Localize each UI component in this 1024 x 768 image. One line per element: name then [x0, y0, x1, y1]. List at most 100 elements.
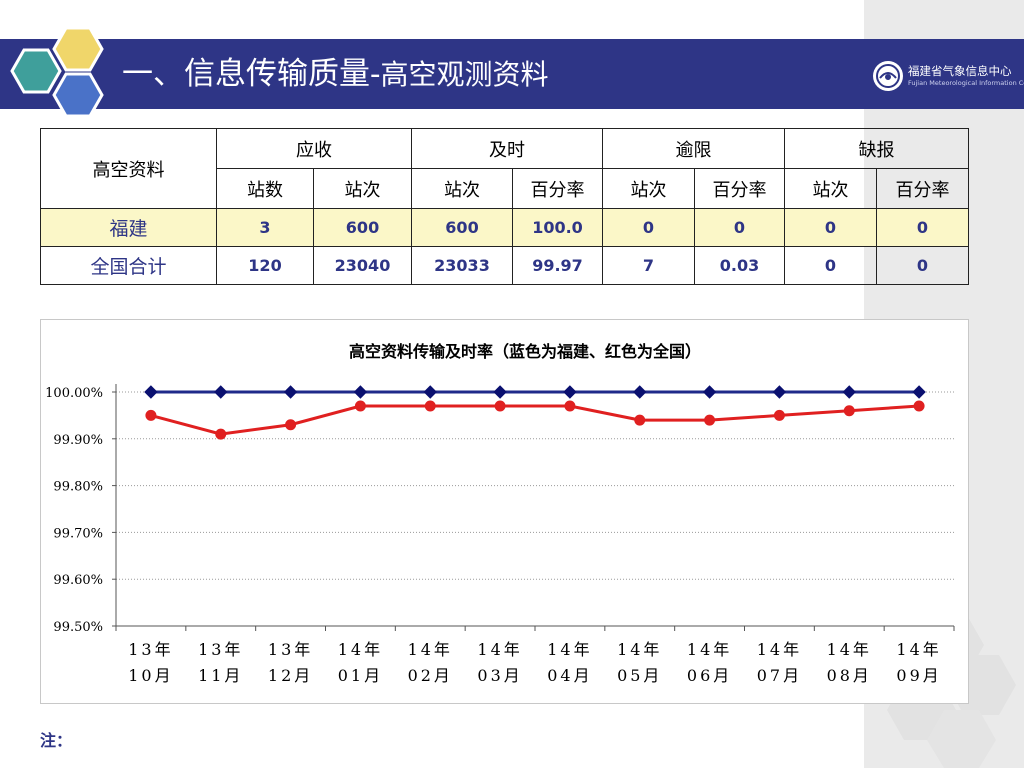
subheader-cell: 站数 — [216, 168, 314, 209]
table-cell: 7 — [602, 246, 695, 285]
table-cell: 23033 — [411, 246, 513, 285]
meteorological-logo-icon — [873, 61, 903, 91]
x-tick-label-year: 14年 — [547, 640, 592, 659]
data-point-national — [913, 400, 925, 412]
x-tick-label-month: 05月 — [617, 666, 662, 685]
table-row-fujian: 福建 3 600 600 100.0 0 0 0 0 — [40, 208, 969, 247]
y-tick-label: 99.90% — [53, 433, 103, 448]
x-tick-label-month: 11月 — [198, 666, 243, 685]
x-tick-label-month: 07月 — [757, 666, 802, 685]
timeliness-line-chart: 高空资料传输及时率（蓝色为福建、红色为全国） 99.50% 99.60% 99.70%… — [40, 319, 969, 704]
y-tick-label: 100.00% — [45, 386, 103, 401]
subheader-cell: 站次 — [411, 168, 513, 209]
data-point-fujian — [912, 385, 926, 399]
subheader-cell: 百分率 — [876, 168, 969, 209]
data-point-national — [704, 414, 716, 426]
table-cell: 0 — [602, 208, 695, 247]
x-tick-label-month: 01月 — [338, 666, 383, 685]
table-cell: 600 — [411, 208, 513, 247]
page-title: 一、信息传输质量-高空观测资料 — [122, 50, 549, 98]
data-point-fujian — [563, 385, 577, 399]
data-point-national — [634, 414, 646, 426]
table-cell: 0 — [876, 208, 969, 247]
y-tick-label: 99.80% — [53, 480, 103, 495]
data-point-fujian — [283, 385, 298, 399]
organization-logo: 福建省气象信息中心 Fujian Meteorological Informat… — [864, 39, 1024, 109]
table-header-row-groups: 高空资料 应收 及时 逾限 缺报 — [40, 128, 969, 209]
data-point-national — [145, 409, 157, 421]
organization-name-cn: 福建省气象信息中心 — [908, 64, 1012, 78]
data-point-national — [354, 400, 366, 412]
chart-canvas: 高空资料传输及时率（蓝色为福建、红色为全国） 99.50% 99.60% 99.70%… — [45, 342, 955, 685]
data-point-fujian — [423, 385, 437, 399]
y-tick-label: 99.70% — [53, 526, 103, 541]
x-tick-label-month: 04月 — [547, 666, 592, 685]
x-tick-label-year: 14年 — [896, 640, 941, 659]
data-point-national — [215, 428, 227, 440]
data-point-fujian — [772, 385, 787, 399]
group-header-received: 应收 — [216, 128, 412, 169]
data-point-national — [424, 400, 436, 412]
x-tick-label-year: 14年 — [617, 640, 662, 659]
data-point-fujian — [702, 385, 717, 399]
table-cell: 600 — [313, 208, 412, 247]
transmission-quality-table: 高空资料 应收 及时 逾限 缺报 站数 站次 站次 百分率 站次 百分率 站次 … — [40, 128, 969, 285]
footer-note: 注： — [40, 731, 73, 750]
organization-name-en: Fujian Meteorological Information Centre — [908, 79, 1024, 87]
table-row-national: 全国合计 120 23040 23033 99.97 7 0.03 0 0 — [40, 246, 969, 285]
table-cell: 0 — [876, 246, 969, 285]
x-tick-label-month: 12月 — [268, 666, 313, 685]
x-tick-label-year: 14年 — [827, 640, 872, 659]
hexagon-logo-icon — [10, 26, 104, 118]
table-cell: 0 — [784, 246, 877, 285]
page-title-main: 一、信息传输质量- — [122, 56, 381, 92]
x-tick-label-month: 06月 — [687, 666, 732, 685]
group-header-missing: 缺报 — [784, 128, 969, 169]
subheader-cell: 站次 — [602, 168, 695, 209]
data-point-fujian — [493, 385, 507, 399]
x-tick-label-year: 13年 — [128, 640, 173, 659]
table-cell: 0.03 — [694, 246, 785, 285]
x-tick-label-month: 08月 — [827, 666, 872, 685]
data-point-national — [494, 400, 506, 412]
data-point-national — [285, 419, 297, 431]
x-tick-label-month: 02月 — [408, 666, 453, 685]
row-label-national: 全国合计 — [40, 246, 217, 285]
table-cell: 120 — [216, 246, 314, 285]
table-cell: 0 — [784, 208, 877, 247]
x-tick-label-year: 14年 — [338, 640, 383, 659]
table-cell: 23040 — [313, 246, 412, 285]
table-cell: 0 — [694, 208, 785, 247]
y-tick-label: 99.60% — [53, 573, 103, 588]
y-tick-label: 99.50% — [53, 620, 103, 635]
x-tick-label-year: 13年 — [198, 640, 243, 659]
x-tick-label-year: 13年 — [268, 640, 313, 659]
chart-title: 高空资料传输及时率（蓝色为福建、红色为全国） — [349, 342, 701, 361]
data-point-national — [843, 405, 855, 417]
title-band — [0, 39, 864, 109]
group-header-overdue: 逾限 — [602, 128, 785, 169]
x-tick-label-month: 09月 — [896, 666, 941, 685]
subheader-cell: 站次 — [313, 168, 412, 209]
group-header-timely: 及时 — [411, 128, 603, 169]
subheader-cell: 站次 — [784, 168, 877, 209]
x-tick-label-year: 14年 — [757, 640, 802, 659]
table-corner-header: 高空资料 — [40, 128, 217, 209]
x-tick-label-month: 03月 — [477, 666, 522, 685]
table-cell: 3 — [216, 208, 314, 247]
series-line-national — [150, 404, 920, 436]
subheader-cell: 百分率 — [694, 168, 785, 209]
data-point-fujian — [842, 385, 856, 399]
x-tick-label-year: 14年 — [477, 640, 522, 659]
table-cell: 99.97 — [512, 246, 603, 285]
x-tick-label-month: 10月 — [128, 666, 173, 685]
table-cell: 100.0 — [512, 208, 603, 247]
x-tick-label-year: 14年 — [408, 640, 453, 659]
table-header-row-sub: 站数 站次 站次 百分率 站次 百分率 站次 百分率 — [41, 168, 969, 209]
data-point-national — [773, 409, 785, 421]
data-point-fujian — [633, 385, 647, 399]
x-tick-label-year: 14年 — [687, 640, 732, 659]
page-title-sub: 高空观测资料 — [380, 58, 549, 91]
data-point-fujian — [353, 385, 368, 399]
subheader-cell: 百分率 — [512, 168, 603, 209]
